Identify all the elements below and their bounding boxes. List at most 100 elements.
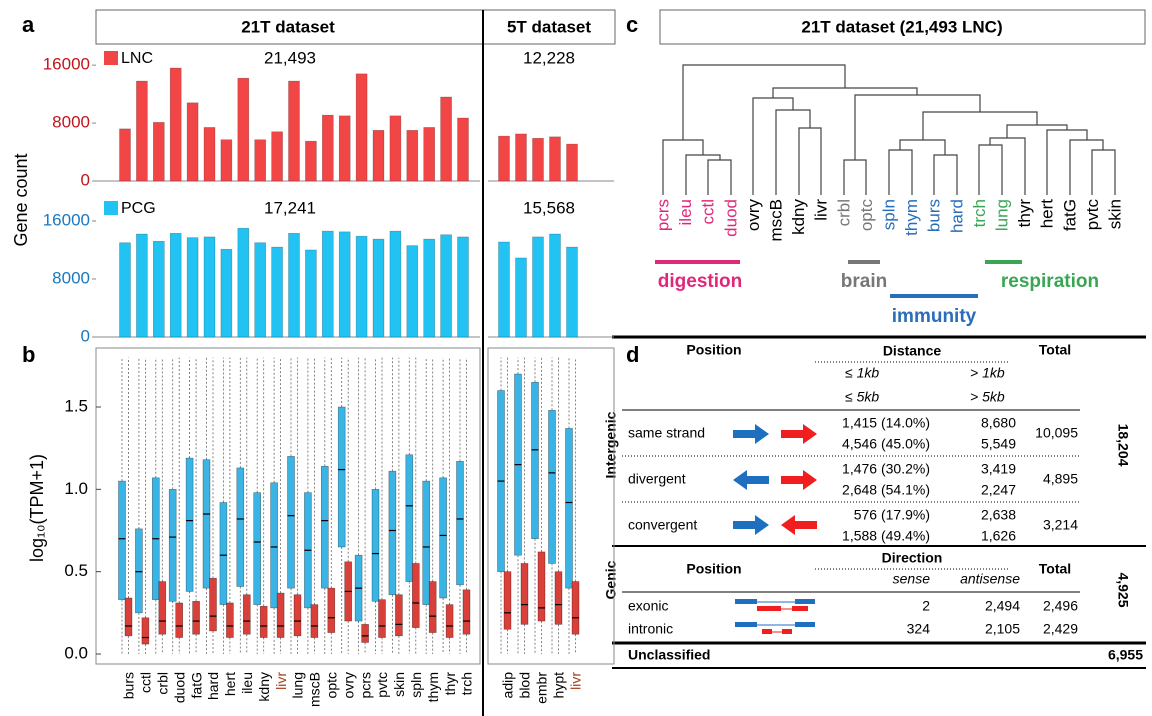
- legend-swatch: [104, 51, 118, 65]
- box: [259, 605, 268, 638]
- bar: [355, 73, 368, 182]
- total-label: 21,493: [264, 48, 316, 67]
- leaf-label: cctl: [699, 199, 718, 225]
- dataset-header-box: [95, 9, 616, 45]
- x-tick-label: blod: [517, 672, 533, 698]
- box: [462, 589, 471, 635]
- cell: 8,680: [981, 415, 1016, 431]
- bar: [457, 117, 469, 182]
- leaf-label: spln: [879, 199, 898, 230]
- group-total: 18,204: [1115, 424, 1131, 467]
- bar: [254, 242, 266, 338]
- x-tick-label: embr: [534, 672, 550, 704]
- x-tick-label: crbl: [155, 672, 171, 695]
- cell: 1,415 (14.0%): [842, 415, 930, 431]
- total-label: 17,241: [264, 198, 316, 217]
- box: [236, 467, 245, 587]
- x-tick-label: kdny: [256, 672, 272, 702]
- box: [168, 489, 177, 602]
- leaf-label: ileu: [676, 199, 695, 225]
- panel-label: c: [626, 12, 638, 37]
- group-label: Intergenic: [603, 411, 619, 478]
- table: Position Distance Total ≤ 1kb > 1kb ≤ 5k…: [603, 335, 1146, 669]
- row-label: intronic: [628, 621, 673, 637]
- row-total: 2,496: [1043, 598, 1078, 614]
- box: [565, 428, 573, 589]
- dendrogram-title: 21T dataset (21,493 LNC): [801, 17, 1002, 36]
- row-label: convergent: [628, 517, 697, 533]
- bar: [271, 246, 283, 338]
- bar: [220, 139, 233, 182]
- x-tick-label: hert: [222, 672, 238, 696]
- box: [405, 454, 414, 582]
- group-label: immunity: [892, 306, 977, 327]
- bar: [119, 242, 131, 338]
- box: [428, 581, 437, 633]
- box: [243, 594, 251, 635]
- bar: [136, 80, 148, 182]
- bar: [440, 234, 452, 338]
- box: [537, 551, 546, 622]
- x-tick-label: mscB: [307, 672, 323, 707]
- x-tick-label: pcrs: [357, 672, 373, 698]
- row-total: 10,095: [1035, 425, 1078, 441]
- bar: [440, 96, 452, 182]
- leaf-label: ovry: [744, 199, 763, 232]
- x-tick-label: livr: [568, 672, 584, 690]
- leaf-label: mscB: [766, 199, 785, 242]
- bar: [389, 115, 402, 182]
- bar: [169, 67, 182, 182]
- box: [192, 601, 200, 635]
- bar: [288, 232, 300, 338]
- bar: [406, 130, 419, 182]
- box: [388, 470, 397, 596]
- box: [226, 602, 234, 638]
- table-header: Distance: [883, 343, 942, 359]
- bar: [237, 227, 250, 338]
- box: [320, 465, 329, 589]
- bar: [498, 135, 510, 182]
- cell: 2,105: [985, 621, 1020, 637]
- box: [378, 599, 386, 638]
- y-tick-label: 8000: [52, 113, 90, 132]
- box: [503, 571, 512, 630]
- box: [411, 563, 420, 628]
- bar: [338, 231, 351, 338]
- box: [520, 563, 529, 625]
- box: [571, 581, 580, 635]
- y-tick-label: 0.0: [64, 643, 88, 662]
- row-total: 4,895: [1043, 471, 1078, 487]
- leaf-label: lung: [992, 199, 1011, 231]
- box: [439, 477, 447, 599]
- table-subheader: > 1kb: [970, 365, 1005, 381]
- row-total: 2,429: [1043, 621, 1078, 637]
- bar: [423, 127, 436, 182]
- cell: 2,638: [981, 507, 1016, 523]
- bar: [372, 130, 385, 182]
- bar: [119, 128, 131, 182]
- unclassified-label: Unclassified: [628, 647, 710, 663]
- bar: [515, 257, 527, 338]
- box: [395, 594, 403, 637]
- x-tick-label: lung: [290, 672, 306, 698]
- bar: [237, 77, 250, 182]
- box: [124, 597, 133, 637]
- box: [456, 461, 464, 586]
- bar: [457, 236, 469, 338]
- box: [253, 492, 261, 605]
- box: [141, 617, 150, 645]
- table-subheader: sense: [893, 571, 931, 587]
- y-tick-label: 8000: [52, 268, 90, 287]
- bar: [305, 249, 317, 338]
- cell: 2: [922, 598, 930, 614]
- x-tick-label: spln: [408, 672, 424, 698]
- table-header: Direction: [882, 550, 943, 566]
- row-label: divergent: [628, 471, 686, 487]
- bar: [498, 241, 510, 338]
- table-subheader: ≤ 1kb: [845, 365, 879, 381]
- x-tick-label: hard: [205, 672, 221, 700]
- cell: 2,494: [985, 598, 1020, 614]
- dataset-header: 5T dataset: [507, 17, 591, 36]
- bar: [532, 236, 544, 338]
